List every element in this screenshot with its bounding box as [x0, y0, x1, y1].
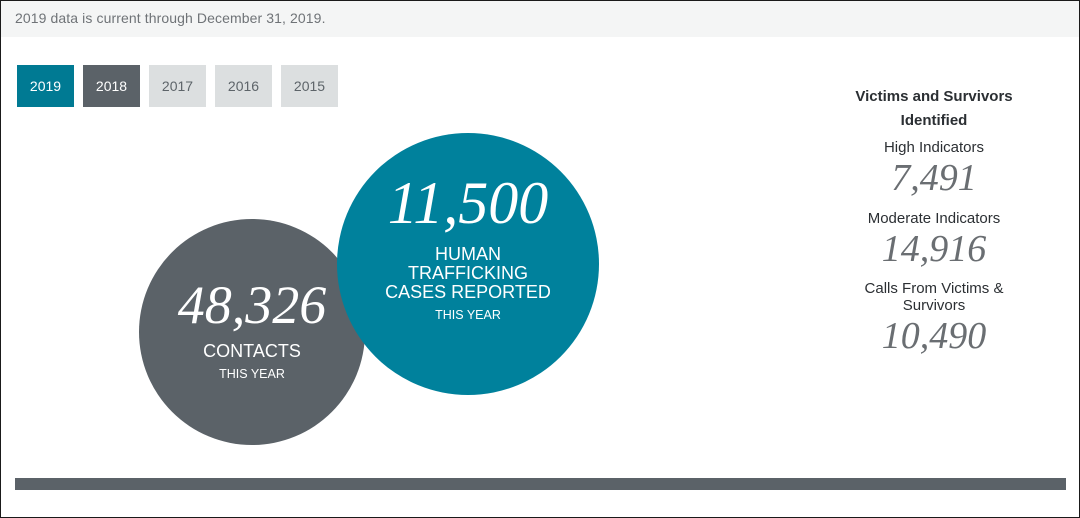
tab-2017[interactable]: 2017 [149, 65, 206, 107]
contacts-sublabel: THIS YEAR [219, 366, 285, 381]
contacts-label: CONTACTS [203, 340, 301, 361]
victim-calls-label: Calls From Victims & Survivors [864, 280, 1004, 314]
tab-2018[interactable]: 2018 [83, 65, 140, 107]
cases-number: 11,500 [387, 169, 549, 236]
victims-heading: Victims and Survivors Identified [855, 88, 1013, 129]
contacts-circle: 48,326 CONTACTS THIS YEAR [139, 219, 365, 445]
tab-2016[interactable]: 2016 [215, 65, 272, 107]
year-tabs: 2019 2018 2017 2016 2015 [17, 65, 338, 107]
contacts-number: 48,326 [177, 274, 327, 335]
moderate-indicators-value: 14,916 [881, 228, 987, 270]
high-indicators-value: 7,491 [891, 157, 977, 199]
tab-2015[interactable]: 2015 [281, 65, 338, 107]
bottom-divider [15, 478, 1066, 490]
data-note-bar: 2019 data is current through December 31… [1, 1, 1079, 37]
moderate-indicators-label: Moderate Indicators [867, 210, 1001, 227]
victim-calls-value: 10,490 [881, 315, 987, 357]
cases-label: HUMAN TRAFFICKING CASES REPORTED [385, 243, 551, 302]
cases-circle: 11,500 HUMAN TRAFFICKING CASES REPORTED … [337, 133, 599, 395]
victims-stats: Victims and Survivors Identified High In… [833, 85, 1035, 358]
high-indicators-label: High Indicators [883, 139, 985, 156]
tab-2019[interactable]: 2019 [17, 65, 74, 107]
cases-sublabel: THIS YEAR [435, 307, 501, 322]
data-note: 2019 data is current through December 31… [15, 10, 326, 26]
